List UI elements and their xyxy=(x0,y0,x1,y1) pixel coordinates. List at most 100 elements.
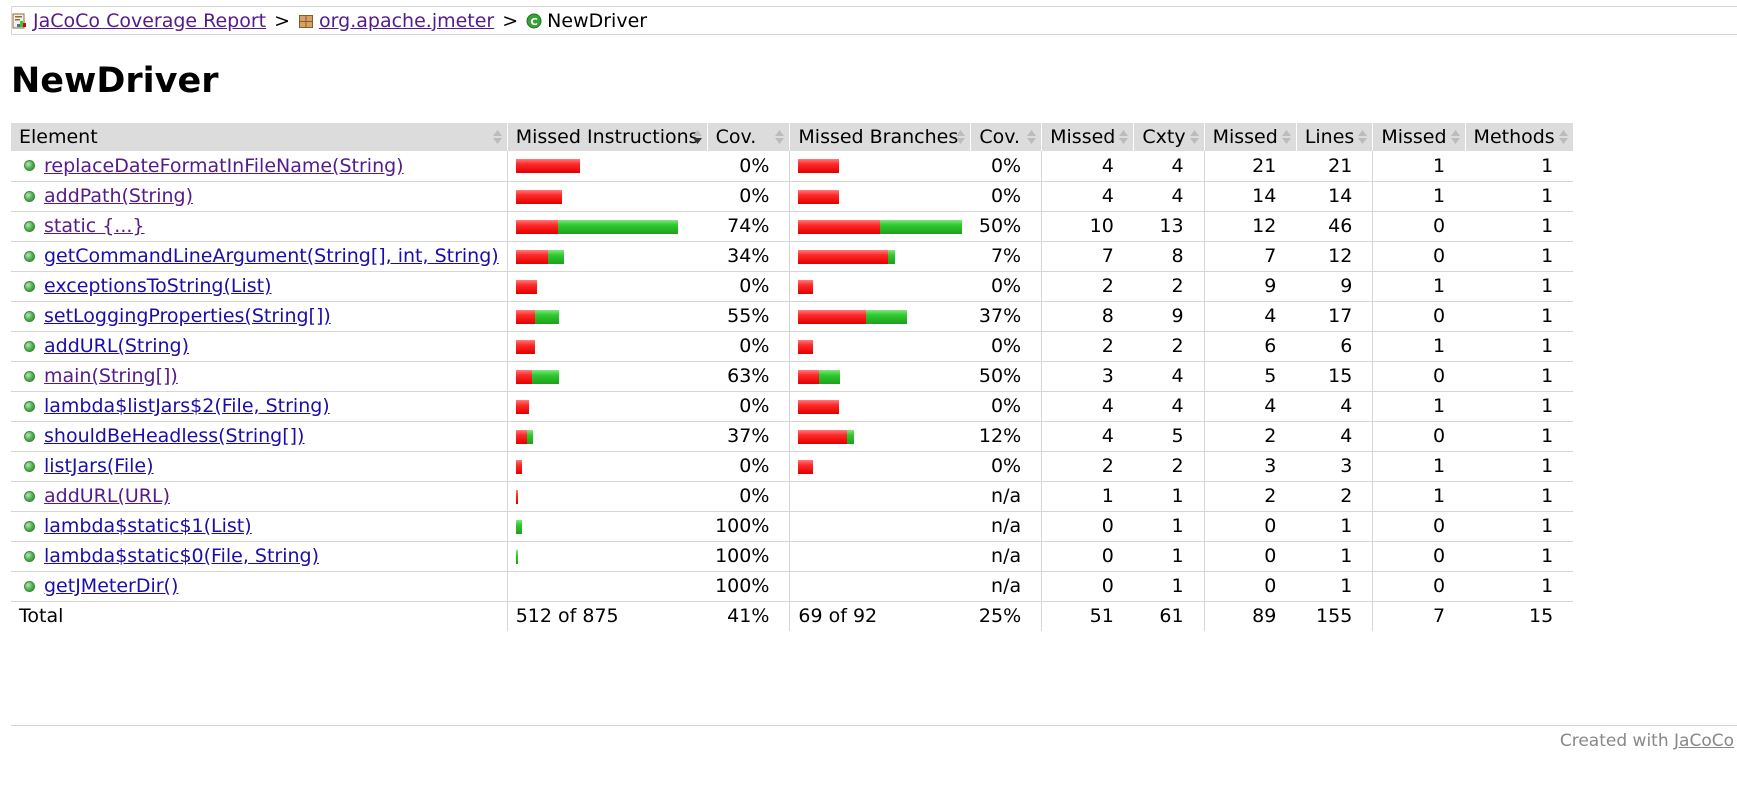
header-missed-cxty[interactable]: Missed xyxy=(1041,123,1135,151)
header-cxty[interactable]: Cxty xyxy=(1133,123,1205,151)
breadcrumb-report[interactable]: JaCoCo Coverage Report xyxy=(12,10,266,32)
header-missed-instructions[interactable]: Missed Instructions xyxy=(506,123,708,151)
branch-cov-cell: 50% xyxy=(970,361,1042,392)
table-row: replaceDateFormatInFileName(String) 0% 0% 4… xyxy=(11,151,1574,182)
missed-lines-cell: 0 xyxy=(1203,571,1297,602)
method-link[interactable]: getCommandLineArgument(String[], int, St… xyxy=(44,245,499,267)
missed-cxty-cell: 7 xyxy=(1041,241,1134,272)
instruction-coverage-bar xyxy=(515,399,529,414)
method-link[interactable]: replaceDateFormatInFileName(String) xyxy=(44,154,404,177)
sort-arrows-icon xyxy=(775,130,785,144)
header-branch-cov[interactable]: Cov. xyxy=(970,123,1043,151)
instruction-coverage-bar xyxy=(515,459,522,474)
lines-cell: 46 xyxy=(1296,211,1373,242)
lines-cell: 1 xyxy=(1296,511,1373,542)
element-cell: main(String[]) xyxy=(11,361,508,392)
missed-methods-cell: 0 xyxy=(1372,571,1466,602)
method-link[interactable]: lambda$static$0(File, String) xyxy=(44,545,320,567)
missed-instructions-bar-cell xyxy=(506,151,708,182)
element-cell: lambda$listJars$2(File, String) xyxy=(11,391,508,422)
coverage-table: Element Missed Instructions Cov. Missed … xyxy=(11,123,1574,631)
methods-cell: 1 xyxy=(1465,541,1574,572)
missed-instructions-segment xyxy=(515,489,518,504)
footer-prefix: Created with xyxy=(1559,731,1669,751)
method-link[interactable]: main(String[]) xyxy=(44,365,178,387)
branch-cov-cell: 0% xyxy=(970,181,1042,212)
element-wrapper: static {...} xyxy=(19,215,499,237)
method-link[interactable]: lambda$static$1(List) xyxy=(44,515,252,537)
header-methods[interactable]: Methods xyxy=(1465,123,1574,151)
missed-branches-bar-cell xyxy=(789,271,971,302)
instruction-coverage-bar xyxy=(515,159,580,174)
method-icon xyxy=(24,340,35,352)
header-missed-methods-label: Missed xyxy=(1381,126,1447,148)
missed-cxty-cell: 2 xyxy=(1041,271,1134,302)
coverage-rows: replaceDateFormatInFileName(String) 0% 0% 4… xyxy=(11,151,1574,602)
missed-cxty-cell: 1 xyxy=(1041,481,1134,512)
missed-methods-cell: 0 xyxy=(1372,511,1466,542)
method-link[interactable]: addURL(String) xyxy=(44,335,189,357)
covered-branches-segment xyxy=(866,309,908,324)
method-link[interactable]: lambda$listJars$2(File, String) xyxy=(44,395,330,417)
branch-coverage-bar xyxy=(798,339,814,354)
header-element[interactable]: Element xyxy=(11,123,508,151)
method-link[interactable]: exceptionsToString(List) xyxy=(44,275,272,297)
methods-cell: 1 xyxy=(1465,481,1574,512)
breadcrumb-package-link[interactable]: org.apache.jmeter xyxy=(319,9,495,32)
method-link[interactable]: setLoggingProperties(String[]) xyxy=(44,305,331,327)
missed-instructions-segment xyxy=(515,339,535,354)
missed-lines-cell: 0 xyxy=(1203,541,1297,572)
header-missed-lines[interactable]: Missed xyxy=(1203,123,1297,151)
header-missed-methods[interactable]: Missed xyxy=(1372,123,1466,151)
missed-cxty-cell: 4 xyxy=(1041,421,1134,452)
method-link[interactable]: static {...} xyxy=(44,215,145,237)
method-icon xyxy=(24,580,35,592)
total-instr-cov: 41% xyxy=(727,605,770,628)
missed-methods-cell: 1 xyxy=(1372,451,1466,482)
missed-lines-cell: 5 xyxy=(1203,361,1297,392)
header-instr-cov[interactable]: Cov. xyxy=(707,123,791,151)
method-link[interactable]: addURL(URL) xyxy=(44,485,170,507)
lines-cell: 4 xyxy=(1296,391,1373,422)
missed-methods-cell: 1 xyxy=(1372,331,1466,362)
missed-methods-cell: 0 xyxy=(1372,361,1466,392)
branch-cov-cell: n/a xyxy=(970,511,1042,542)
method-link[interactable]: getJMeterDir() xyxy=(44,575,179,597)
header-branch-cov-label: Cov. xyxy=(979,126,1021,148)
method-link[interactable]: addPath(String) xyxy=(44,185,194,207)
breadcrumb-package[interactable]: org.apache.jmeter xyxy=(298,10,494,32)
cxty-cell: 1 xyxy=(1133,541,1205,572)
instruction-coverage-bar xyxy=(515,189,562,204)
missed-branches-bar-cell xyxy=(789,181,971,212)
header-lines[interactable]: Lines xyxy=(1296,123,1374,151)
header-missed-branches[interactable]: Missed Branches xyxy=(789,123,972,151)
total-missed-cxty: 51 xyxy=(1041,601,1134,631)
lines-cell: 21 xyxy=(1296,151,1373,182)
table-row: setLoggingProperties(String[]) 55% 37% 8 9 4 1… xyxy=(11,301,1574,332)
missed-cxty-cell: 10 xyxy=(1041,211,1134,242)
method-link[interactable]: listJars(File) xyxy=(44,455,154,477)
table-row: lambda$static$1(List) 100% n/a 0 1 0 1 0 1 xyxy=(11,511,1574,542)
missed-cxty-cell: 2 xyxy=(1041,451,1134,482)
header-methods-label: Methods xyxy=(1473,126,1555,148)
covered-branches-segment xyxy=(819,369,841,384)
covered-branches-segment xyxy=(888,249,896,264)
branch-cov-cell: 7% xyxy=(970,241,1042,272)
missed-instructions-bar-cell xyxy=(506,451,708,482)
instruction-coverage-bar xyxy=(515,309,559,324)
instr-cov-cell: 74% xyxy=(707,211,790,242)
missed-cxty-cell: 0 xyxy=(1041,511,1134,542)
missed-cxty-cell: 4 xyxy=(1041,391,1134,422)
report-icon xyxy=(12,13,28,29)
method-link[interactable]: shouldBeHeadless(String[]) xyxy=(44,425,305,447)
missed-instructions-segment xyxy=(515,249,548,264)
sort-arrows-icon xyxy=(1358,130,1368,144)
breadcrumb-report-link[interactable]: JaCoCo Coverage Report xyxy=(33,9,267,32)
instruction-coverage-bar xyxy=(515,429,533,444)
footer-jacoco-link[interactable]: JaCoCo xyxy=(1674,731,1734,751)
total-lines: 155 xyxy=(1316,605,1353,628)
methods-cell: 1 xyxy=(1465,271,1574,302)
missed-lines-cell: 4 xyxy=(1203,391,1297,422)
covered-instructions-segment xyxy=(534,309,559,324)
covered-instructions-segment xyxy=(526,429,533,444)
